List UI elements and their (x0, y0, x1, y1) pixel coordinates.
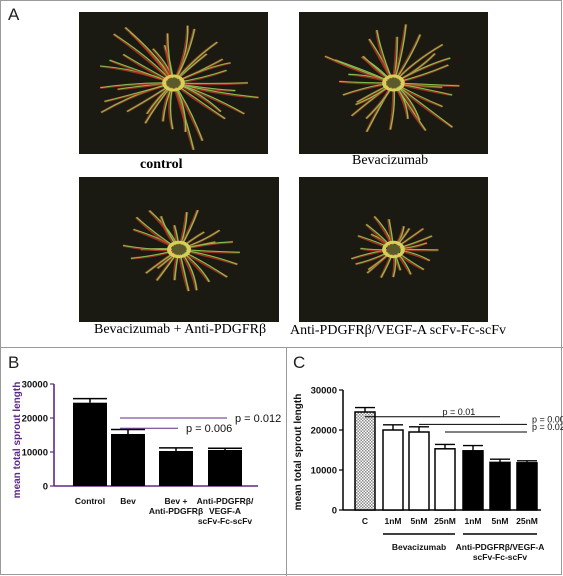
panel-c-letter: C (293, 353, 305, 372)
bead (386, 244, 401, 255)
bar-1 (382, 429, 404, 511)
panel-divider-horizontal (0, 347, 563, 348)
panel-divider-vertical (286, 347, 287, 576)
bar-5 (489, 461, 511, 511)
y-tick-label: 20000 (22, 414, 48, 425)
bar-0 (73, 402, 107, 486)
p-value-label: p = 0.012 (235, 413, 281, 425)
bar-2 (408, 431, 430, 511)
micrograph-bevacizumab (299, 12, 488, 154)
x-tick-label: 1nM (465, 516, 482, 526)
caption-bev-anti-pdgfrb: Bevacizumab + Anti-PDGFRβ (94, 322, 267, 337)
y-axis-label: mean total sprout length (293, 394, 304, 511)
bead-ring (382, 240, 405, 259)
y-tick-label: 30000 (311, 386, 337, 397)
bar-0 (354, 411, 376, 511)
x-tick-label: Control (75, 496, 105, 506)
bead-ring (167, 240, 191, 259)
group-label: Anti-PDGFRβ/VEGF-A (456, 542, 545, 552)
caption-control: control (140, 157, 183, 172)
p-value-label: p = 0.003 (532, 414, 563, 424)
p-value-label: p = 0.01 (443, 407, 476, 417)
panel-b-letter: B (8, 353, 19, 372)
sprout-green (173, 82, 248, 84)
sprout-green (392, 24, 407, 84)
x-tick-label: scFv-Fc-scFv (198, 516, 253, 526)
y-tick-label: 20000 (311, 426, 337, 437)
group-label: scFv-Fc-scFv (473, 552, 528, 562)
bar-3 (434, 448, 456, 511)
x-tick-label: 5nM (411, 516, 428, 526)
x-tick-label: 5nM (492, 516, 509, 526)
bar-3 (208, 449, 242, 486)
bead-ring (382, 74, 405, 92)
x-tick-label: 25nM (434, 516, 456, 526)
x-tick-label: 1nM (385, 516, 402, 526)
sprout-image-control (79, 12, 268, 154)
group-label: Bevacizumab (392, 542, 446, 552)
p-value-label: p = 0.006 (186, 423, 232, 435)
y-tick-label: 10000 (311, 466, 337, 477)
bead (166, 78, 181, 88)
micrograph-bispecific (299, 177, 488, 322)
x-tick-label: VEGF-A (209, 506, 241, 516)
micrograph-control (79, 12, 268, 154)
bar-1 (111, 433, 145, 486)
caption-bispecific: Anti-PDGFRβ/VEGF-A scFv-Fc-scFv (290, 323, 506, 338)
x-tick-label: 25nM (516, 516, 538, 526)
sprout-green (324, 55, 394, 84)
bead-ring (162, 74, 185, 92)
bead (386, 78, 401, 88)
x-tick-label: Anti-PDGFRβ (149, 506, 203, 516)
y-tick-label: 30000 (22, 380, 48, 391)
sprout-image-bispecific (299, 177, 488, 322)
sprout-image-bev-anti-pdgfrb (79, 177, 279, 322)
y-tick-label: 10000 (22, 448, 48, 459)
y-axis-label: mean total sprout length (12, 382, 23, 499)
caption-bevacizumab: Bevacizumab (352, 153, 429, 168)
x-tick-label: Bev + (165, 496, 188, 506)
y-tick-label: 0 (332, 506, 337, 517)
x-tick-label: Anti-PDGFRβ/ (197, 496, 254, 506)
micrograph-bev-anti-pdgfrb (79, 177, 279, 322)
p-value-label: p = 0.02 (532, 422, 563, 432)
y-tick-label: 0 (43, 482, 48, 493)
x-tick-label: C (362, 516, 368, 526)
panel-a-letter: A (8, 5, 20, 24)
sprout-image-bevacizumab (299, 12, 488, 154)
bar-2 (159, 450, 193, 486)
bead (172, 244, 186, 255)
bar-4 (462, 450, 484, 511)
x-tick-label: Bev (120, 496, 136, 506)
bar-6 (516, 462, 538, 511)
